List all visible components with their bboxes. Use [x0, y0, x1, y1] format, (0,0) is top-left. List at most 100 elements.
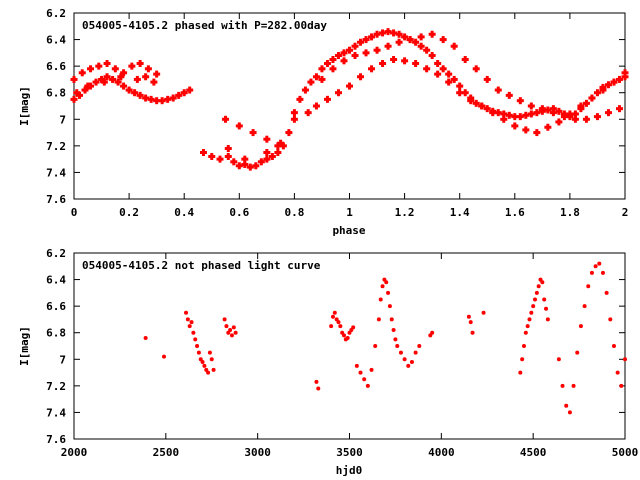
- phased-data-point: [150, 78, 158, 86]
- phased-data-point: [417, 42, 425, 50]
- unphased-data-point: [222, 317, 227, 322]
- unphased-data-point: [373, 344, 378, 348]
- unphased-panel: 054005-4105.2 not phased light curve hjd…: [18, 247, 638, 477]
- unphased-data-point: [395, 344, 400, 348]
- phased-data-point: [516, 113, 524, 121]
- unphased-data-point: [386, 290, 391, 295]
- phased-data-point: [334, 52, 342, 60]
- phased-data-point: [98, 75, 106, 83]
- phased-data-point: [439, 65, 447, 73]
- phased-data-point: [208, 152, 216, 160]
- phased-data-point: [125, 86, 133, 94]
- unphased-data-point: [518, 370, 523, 375]
- phased-data-point: [384, 28, 392, 36]
- unphased-y-tick-label: 6.6: [46, 300, 66, 313]
- unphased-data-point: [611, 344, 616, 348]
- unphased-data-point: [316, 386, 321, 391]
- phased-data-point: [164, 95, 172, 103]
- unphased-y-tick-label: 7.4: [46, 406, 66, 419]
- phased-data-point: [549, 105, 557, 113]
- phased-data-point: [604, 81, 612, 89]
- phased-data-point: [144, 65, 152, 73]
- phased-data-point: [263, 155, 271, 163]
- phased-data-point: [494, 109, 502, 117]
- phased-data-point: [274, 149, 282, 156]
- phased-data-point: [478, 102, 486, 110]
- unphased-data-point: [329, 324, 334, 329]
- unphased-data-point: [185, 317, 190, 322]
- unphased-data-point: [481, 310, 486, 315]
- unphased-data-point: [365, 383, 370, 388]
- unphased-data-point: [540, 280, 545, 285]
- phased-data-point: [500, 115, 508, 123]
- phased-data-point: [351, 52, 359, 60]
- phased-data-point: [312, 73, 320, 81]
- unphased-data-point: [389, 317, 394, 322]
- phased-data-point: [186, 86, 194, 94]
- unphased-data-point: [161, 354, 166, 359]
- unphased-data-point: [545, 317, 550, 322]
- phased-data-point: [222, 115, 230, 123]
- unphased-y-tick-label: 7.6: [46, 433, 66, 446]
- phased-data-point: [401, 57, 409, 65]
- unphased-data-point: [619, 383, 624, 388]
- unphased-data-point: [564, 403, 569, 408]
- unphased-data-point: [527, 317, 532, 322]
- phased-data-point: [472, 65, 480, 73]
- phased-data-point: [285, 129, 293, 137]
- phased-data-point: [81, 86, 89, 94]
- unphased-data-point: [544, 306, 549, 311]
- unphased-data-point: [193, 337, 198, 342]
- phased-data-point: [169, 94, 177, 102]
- unphased-data-point: [604, 290, 609, 295]
- phased-data-point: [84, 82, 92, 90]
- unphased-data-point: [531, 304, 536, 309]
- phased-data-point: [511, 113, 519, 121]
- phased-data-point: [142, 94, 150, 102]
- unphased-y-tick-label: 6.8: [46, 327, 66, 340]
- phased-x-tick-label: 1: [346, 206, 353, 219]
- phased-data-point: [395, 30, 403, 38]
- phased-data-point: [461, 89, 469, 97]
- phased-y-tick-label: 6.2: [46, 7, 66, 20]
- unphased-data-point: [209, 357, 214, 362]
- unphased-data-point: [341, 333, 346, 338]
- unphased-data-point: [338, 324, 343, 329]
- phased-data-point: [70, 95, 78, 103]
- phased-data-point: [456, 89, 464, 97]
- phased-data-point: [216, 155, 224, 163]
- phased-data-point: [390, 29, 398, 37]
- phased-data-point: [362, 49, 370, 57]
- phased-data-point: [357, 38, 365, 46]
- phased-x-tick-label: 0.8: [284, 206, 304, 219]
- phased-data-point: [445, 70, 453, 78]
- unphased-data-point: [525, 324, 530, 329]
- phased-data-point: [406, 36, 414, 44]
- phased-data-point: [290, 109, 298, 117]
- phased-data-point: [249, 129, 257, 137]
- unphased-data-point: [542, 297, 547, 302]
- unphased-data-point: [233, 330, 238, 335]
- phased-data-point: [268, 152, 276, 160]
- phased-data-point: [621, 69, 629, 77]
- phased-data-point: [357, 73, 365, 81]
- phased-data-point: [423, 65, 431, 73]
- phased-data-point: [230, 158, 238, 166]
- phased-data-point: [136, 91, 144, 99]
- unphased-data-point: [229, 333, 234, 338]
- phased-x-axis-label: phase: [332, 224, 365, 237]
- phased-y-tick-label: 7.4: [46, 166, 66, 179]
- phased-data-point: [323, 59, 331, 67]
- phased-data-point: [505, 91, 513, 99]
- phased-data-point: [307, 78, 315, 86]
- phased-x-tick-label: 0.6: [229, 206, 249, 219]
- phased-y-tick-label: 6.4: [46, 34, 66, 47]
- phased-data-point: [450, 42, 458, 50]
- unphased-data-point: [358, 370, 363, 375]
- unphased-data-point: [376, 317, 381, 322]
- unphased-data-point: [314, 379, 319, 384]
- phased-x-tick-label: 1.6: [505, 206, 525, 219]
- phased-data-point: [73, 89, 81, 97]
- unphased-data-point: [200, 359, 205, 364]
